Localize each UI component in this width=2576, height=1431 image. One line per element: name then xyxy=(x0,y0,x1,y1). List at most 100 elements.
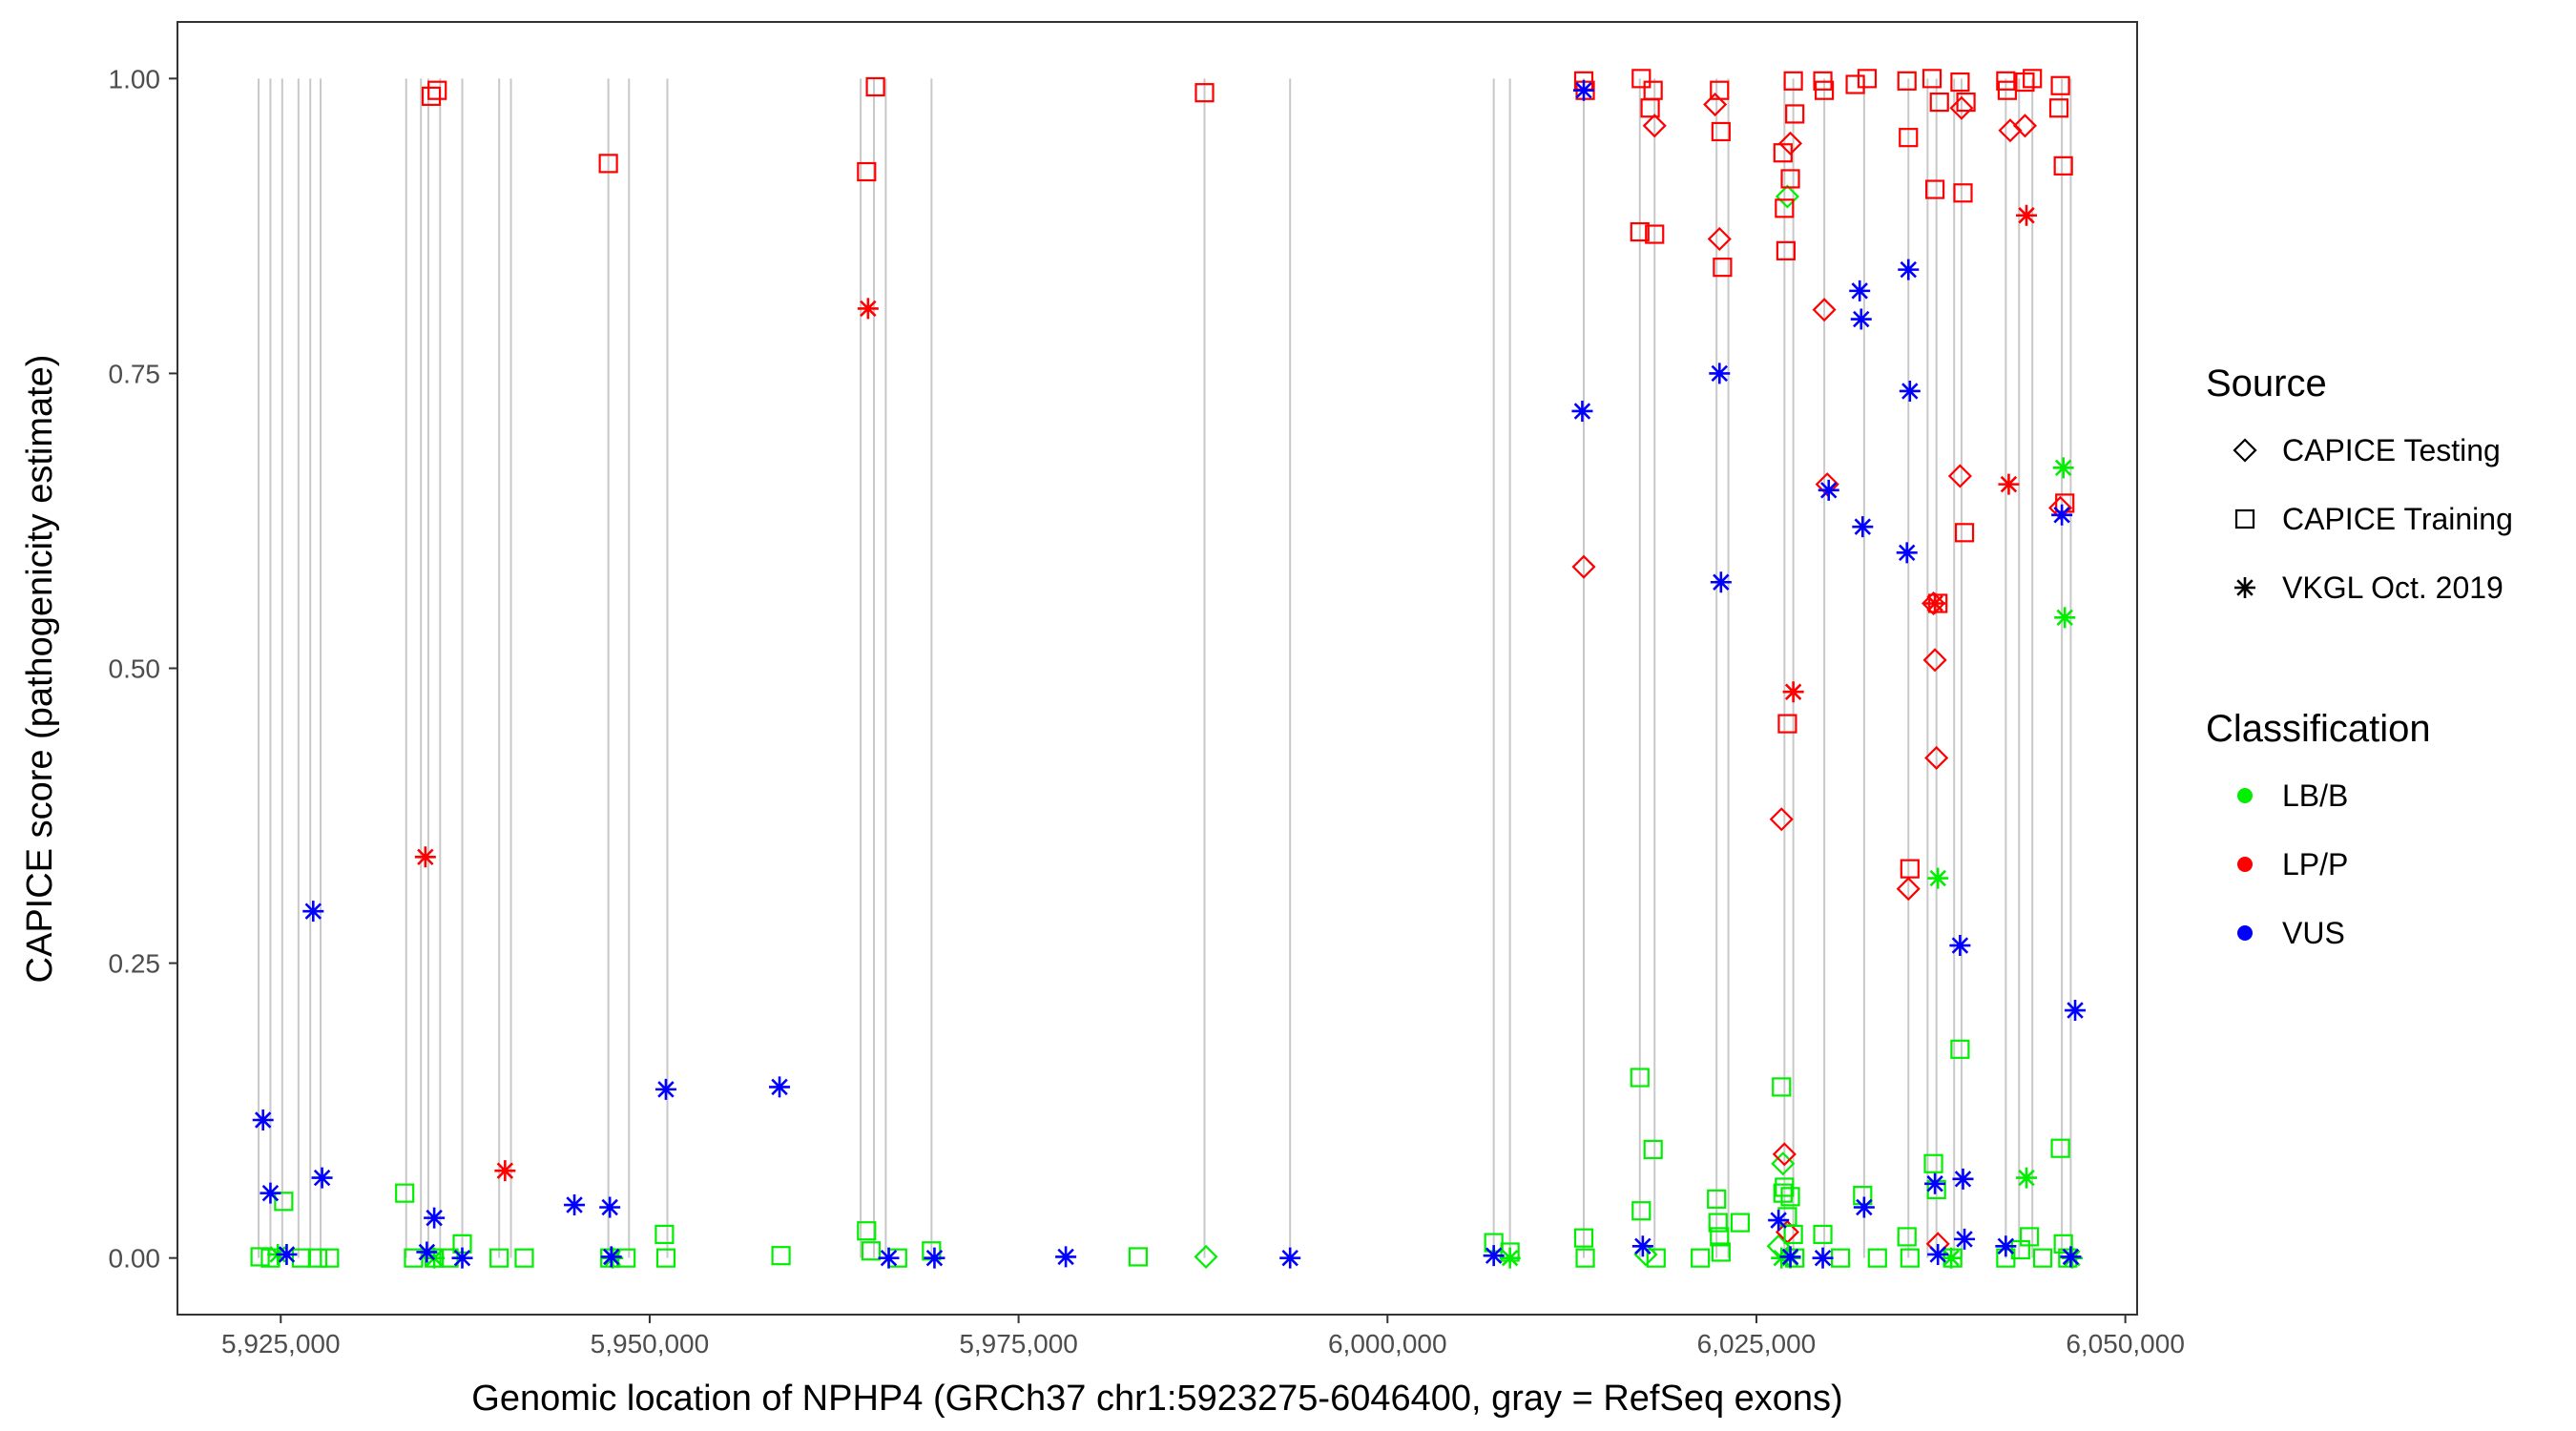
square-point xyxy=(1630,221,1650,242)
asterisk-point xyxy=(1995,1235,2017,1257)
asterisk-point xyxy=(1768,1210,1790,1232)
diamond-point xyxy=(1703,92,1728,117)
asterisk-point xyxy=(1572,79,1594,101)
asterisk-point xyxy=(1483,1245,1505,1267)
square-point xyxy=(1783,1224,1803,1245)
square-point xyxy=(1950,72,1970,93)
y-axis-title: CAPICE score (pathogenicity estimate) xyxy=(20,355,60,984)
square-point xyxy=(1713,258,1733,278)
square-point xyxy=(1954,523,1975,543)
asterisk-point xyxy=(1952,1168,1974,1190)
square-point xyxy=(421,86,442,106)
legend-dot-lpp xyxy=(2237,857,2253,872)
square-point xyxy=(654,1224,675,1245)
asterisk-point xyxy=(2052,457,2074,479)
asterisk-point xyxy=(1898,259,1920,280)
asterisk-point xyxy=(600,1246,622,1268)
diamond-point xyxy=(1922,591,1946,616)
square-point xyxy=(1575,1248,1595,1268)
square-point xyxy=(2019,1227,2040,1247)
diamond-point xyxy=(2012,114,2038,138)
asterisk-point xyxy=(252,1110,274,1131)
legend-source-item-training: CAPICE Training xyxy=(2234,502,2513,536)
asterisk-point xyxy=(878,1247,900,1269)
square-point xyxy=(1711,121,1731,142)
square-point xyxy=(250,1247,270,1267)
square-point xyxy=(1573,1228,1594,1248)
square-point xyxy=(1772,1077,1792,1097)
diamond-point xyxy=(1922,648,1947,673)
square-point xyxy=(2053,156,2073,176)
asterisk-point xyxy=(276,1243,298,1265)
square-point xyxy=(1773,143,1793,163)
asterisk-point xyxy=(1850,308,1872,330)
square-point xyxy=(1956,92,1976,113)
diamond-point xyxy=(1571,554,1596,579)
asterisk-point xyxy=(1055,1246,1077,1268)
square-point xyxy=(2050,75,2070,95)
diamond-point xyxy=(1769,807,1794,832)
exon-lines xyxy=(258,78,2072,1258)
square-point xyxy=(1631,1201,1652,1221)
square-point xyxy=(1646,1248,1666,1268)
square-point xyxy=(514,1248,534,1268)
square-point xyxy=(1777,714,1797,734)
diamond-point xyxy=(2048,495,2073,520)
square-point xyxy=(771,1246,791,1266)
asterisk-symbol xyxy=(2234,577,2255,598)
square-point xyxy=(1708,1213,1728,1233)
diamond-point xyxy=(1707,226,1732,252)
legend-source-item-vkgl: VKGL Oct. 2019 xyxy=(2234,570,2503,605)
square-point xyxy=(1925,179,1945,199)
asterisk-point xyxy=(1709,363,1731,384)
legend-dot-vus xyxy=(2237,925,2253,941)
x-tick-label: 6,025,000 xyxy=(1697,1329,1817,1358)
legend-class-item-lbb: LB/B xyxy=(2237,778,2348,813)
square-point xyxy=(1775,198,1795,218)
x-axis-title: Genomic location of NPHP4 (GRCh37 chr1:5… xyxy=(471,1379,1842,1419)
asterisk-point xyxy=(1631,1235,1653,1257)
square-point xyxy=(2023,69,2043,89)
asterisk-point xyxy=(1812,1247,1834,1269)
square-point xyxy=(861,1241,882,1261)
asterisk-point xyxy=(1710,571,1732,593)
asterisk-point xyxy=(416,1241,438,1263)
asterisk-point xyxy=(1818,479,1839,501)
data-points xyxy=(250,69,2087,1269)
legend-class-label-lbb: LB/B xyxy=(2282,778,2348,813)
square-point xyxy=(395,1183,415,1203)
asterisk-point xyxy=(1927,1243,1949,1265)
square-point xyxy=(1730,1213,1751,1233)
asterisk-point xyxy=(2065,1000,2087,1022)
square-point xyxy=(857,161,877,182)
diamond-point xyxy=(1815,472,1839,497)
square-symbol xyxy=(2234,508,2255,529)
square-point xyxy=(1710,1227,1730,1247)
square-point xyxy=(1813,1224,1833,1245)
legend-class-label-lpp: LP/P xyxy=(2282,847,2348,881)
x-tick-label: 6,050,000 xyxy=(2066,1329,2185,1358)
asterisk-point xyxy=(1941,1247,1963,1269)
legend-asterisk-symbol xyxy=(2234,577,2255,598)
square-point xyxy=(1780,169,1800,189)
diamond-point xyxy=(1194,1244,1218,1269)
square-point xyxy=(1953,183,1973,203)
square-point xyxy=(1630,1068,1650,1088)
legend-source-label-testing: CAPICE Testing xyxy=(2282,433,2501,467)
asterisk-point xyxy=(1896,542,1918,564)
asterisk-point xyxy=(1849,280,1871,301)
asterisk-point xyxy=(1954,1228,1976,1250)
square-point xyxy=(1900,859,1920,879)
square-point xyxy=(2050,1138,2070,1158)
diamond-point xyxy=(1812,298,1837,322)
square-point xyxy=(1922,69,1942,89)
diamond-point xyxy=(1998,118,2023,143)
asterisk-point xyxy=(1782,681,1804,703)
legend-square-symbol xyxy=(2234,508,2255,529)
legend-class-item-vus: VUS xyxy=(2237,916,2345,950)
legend-source-label-training: CAPICE Training xyxy=(2282,502,2513,536)
asterisk-point xyxy=(769,1076,791,1098)
square-point xyxy=(598,154,618,174)
asterisk-point xyxy=(260,1182,281,1204)
